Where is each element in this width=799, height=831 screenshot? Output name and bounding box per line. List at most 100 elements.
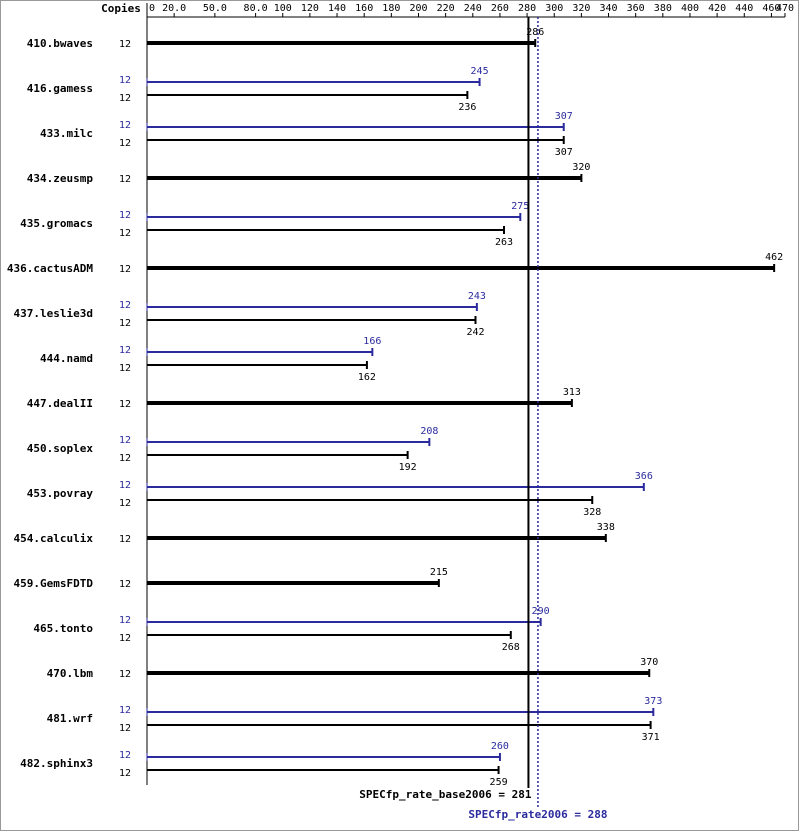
value-label: 215 — [430, 567, 448, 578]
benchmark-name: 447.dealII — [27, 397, 93, 410]
value-label: 268 — [502, 642, 520, 653]
x-tick-label: 50.0 — [203, 3, 227, 14]
value-label: 373 — [644, 696, 662, 707]
copies: 12 — [119, 93, 131, 104]
value-label: 162 — [358, 372, 376, 383]
benchmark-name: 434.zeusmp — [27, 172, 94, 185]
benchmark-name: 410.bwaves — [27, 37, 93, 50]
copies: 12 — [119, 534, 131, 545]
reference-label: SPECfp_rate_base2006 = 281 — [359, 788, 532, 801]
copies: 12 — [119, 228, 131, 239]
x-tick-label: 120 — [301, 3, 319, 14]
x-tick-label: 240 — [464, 3, 482, 14]
value-label: 243 — [468, 291, 486, 302]
copies: 12 — [119, 264, 131, 275]
x-tick-label: 460 — [762, 3, 780, 14]
copies: 12 — [119, 210, 131, 221]
benchmark-name: 470.lbm — [47, 667, 94, 680]
copies: 12 — [119, 480, 131, 491]
benchmark-name: 459.GemsFDTD — [14, 577, 94, 590]
value-label: 313 — [563, 387, 581, 398]
value-label: 242 — [466, 327, 484, 338]
benchmark-name: 444.namd — [40, 352, 93, 365]
x-tick-label: 180 — [382, 3, 400, 14]
benchmark-name: 450.soplex — [27, 442, 94, 455]
x-tick-label: 280 — [518, 3, 536, 14]
copies: 12 — [119, 750, 131, 761]
copies: 12 — [119, 453, 131, 464]
value-label: 275 — [511, 201, 529, 212]
x-tick-label: 80.0 — [244, 3, 268, 14]
benchmark-name: 482.sphinx3 — [20, 757, 93, 770]
copies: 12 — [119, 498, 131, 509]
x-tick-label: 20.0 — [162, 3, 186, 14]
benchmark-name: 454.calculix — [14, 532, 94, 545]
benchmark-name: 437.leslie3d — [14, 307, 93, 320]
x-tick-label: 440 — [735, 3, 753, 14]
copies: 12 — [119, 300, 131, 311]
x-tick-label: 300 — [545, 3, 563, 14]
x-tick-label: 380 — [654, 3, 672, 14]
value-label: 290 — [532, 606, 550, 617]
benchmark-name: 433.milc — [40, 127, 93, 140]
benchmark-name: 453.povray — [27, 487, 94, 500]
copies: 12 — [119, 723, 131, 734]
x-tick-label: 420 — [708, 3, 726, 14]
value-label: 236 — [458, 102, 476, 113]
x-tick-label: 220 — [437, 3, 455, 14]
x-tick-label: 200 — [409, 3, 427, 14]
copies: 12 — [119, 120, 131, 131]
x-tick-label: 160 — [355, 3, 373, 14]
value-label: 307 — [555, 111, 573, 122]
copies: 12 — [119, 363, 131, 374]
copies: 12 — [119, 579, 131, 590]
x-tick-label: 140 — [328, 3, 346, 14]
copies: 12 — [119, 633, 131, 644]
value-label: 192 — [399, 462, 417, 473]
benchmark-name: 435.gromacs — [20, 217, 93, 230]
copies-header: Copies — [101, 2, 141, 15]
x-tick-label: 100 — [274, 3, 292, 14]
benchmark-name: 436.cactusADM — [7, 262, 93, 275]
value-label: 366 — [635, 471, 653, 482]
benchmark-name: 465.tonto — [33, 622, 93, 635]
copies: 12 — [119, 318, 131, 329]
reference-label: SPECfp_rate2006 = 288 — [468, 808, 607, 821]
value-label: 370 — [640, 657, 658, 668]
benchmark-name: 481.wrf — [47, 712, 93, 725]
value-label: 245 — [471, 66, 489, 77]
value-label: 307 — [555, 147, 573, 158]
copies: 12 — [119, 399, 131, 410]
copies: 12 — [119, 615, 131, 626]
benchmark-name: 416.gamess — [27, 82, 93, 95]
value-label: 338 — [597, 522, 615, 533]
copies: 12 — [119, 345, 131, 356]
x-tick-label: 360 — [627, 3, 645, 14]
value-label: 371 — [642, 732, 660, 743]
copies: 12 — [119, 768, 131, 779]
copies: 12 — [119, 174, 131, 185]
x-tick-label: 400 — [681, 3, 699, 14]
value-label: 260 — [491, 741, 509, 752]
value-label: 462 — [765, 252, 783, 263]
x-tick-label: 260 — [491, 3, 509, 14]
x-tick-label: 340 — [600, 3, 618, 14]
value-label: 259 — [490, 777, 508, 788]
value-label: 320 — [572, 162, 590, 173]
copies: 12 — [119, 75, 131, 86]
x-tick-label: 0 — [149, 3, 155, 14]
copies: 12 — [119, 138, 131, 149]
value-label: 328 — [583, 507, 601, 518]
value-label: 208 — [420, 426, 438, 437]
x-tick-label: 320 — [572, 3, 590, 14]
value-label: 286 — [526, 27, 544, 38]
copies: 12 — [119, 39, 131, 50]
copies: 12 — [119, 705, 131, 716]
value-label: 263 — [495, 237, 513, 248]
copies: 12 — [119, 435, 131, 446]
value-label: 166 — [363, 336, 381, 347]
x-tick-label: 470 — [776, 3, 794, 14]
copies: 12 — [119, 669, 131, 680]
